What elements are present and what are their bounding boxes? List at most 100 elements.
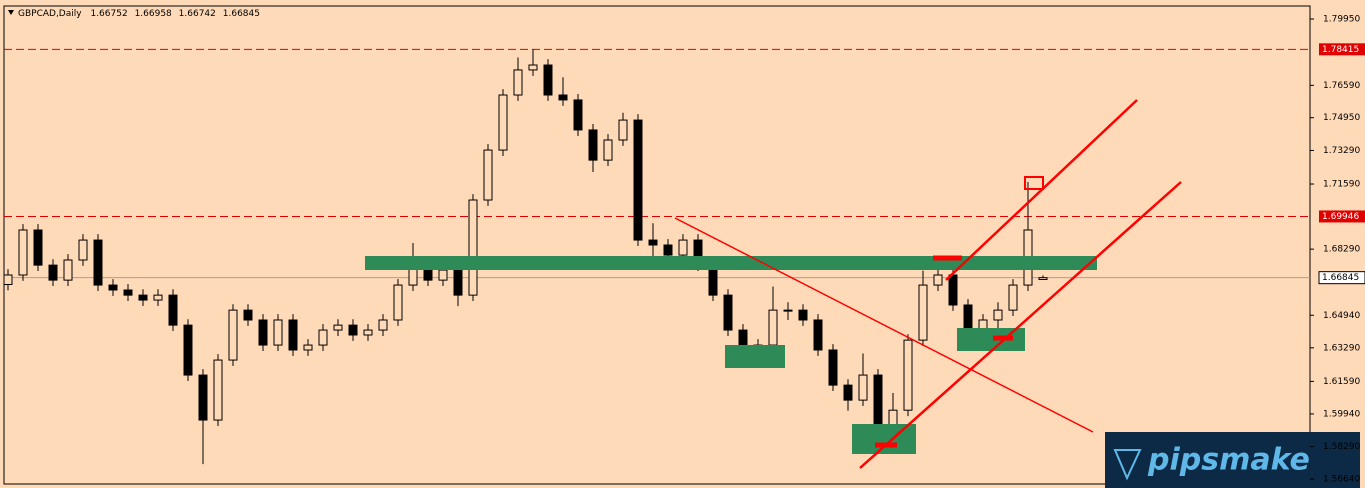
candle-body: [993, 309, 1003, 321]
candle-body: [3, 274, 13, 285]
candle-body: [33, 229, 43, 266]
candle-body: [363, 329, 373, 336]
header-arrow: [8, 10, 14, 15]
demand-zone: [725, 345, 785, 368]
candle-body: [138, 294, 148, 301]
candle-body: [348, 324, 358, 336]
annotations: [365, 99, 1182, 469]
close-value: 1.66845: [223, 9, 260, 19]
candle-body: [48, 264, 58, 281]
candle-body: [513, 69, 523, 96]
y-tick-label: 1.59940: [1323, 409, 1360, 419]
y-tick-label: 1.79950: [1323, 15, 1360, 25]
logo-icon: [1113, 449, 1142, 481]
trendline: [674, 217, 1094, 433]
candle-body: [858, 374, 868, 401]
candle-body: [588, 129, 598, 161]
marker-box: [1024, 176, 1044, 190]
candle-body: [543, 64, 553, 96]
candle-body: [108, 284, 118, 291]
candle-body: [18, 229, 28, 276]
support-zone: [365, 256, 1097, 270]
header: GBPCAD,Daily 1.66752 1.66958 1.66742 1.6…: [18, 9, 260, 19]
candle-body: [723, 294, 733, 331]
current-price-box: [1318, 271, 1365, 285]
plot-border: [3, 5, 1311, 485]
candle-body: [768, 309, 778, 346]
candle-body: [288, 319, 298, 351]
candle-body: [468, 199, 478, 296]
candle-body: [393, 284, 403, 321]
candle-body: [573, 99, 583, 131]
logo-box: [1105, 432, 1360, 488]
candle-body: [438, 269, 448, 281]
candle-body: [78, 239, 88, 261]
candle-body: [483, 149, 493, 201]
candle-body: [303, 344, 313, 351]
candle-body: [213, 359, 223, 421]
y-tick-label: 1.71590: [1323, 180, 1360, 190]
candle-body: [198, 374, 208, 421]
y-tick-label: 1.58290: [1323, 442, 1360, 452]
y-tick-label: 1.61590: [1323, 377, 1360, 387]
candle-body: [948, 274, 958, 306]
candle-body: [453, 269, 463, 296]
y-tick-label: 1.63290: [1323, 343, 1360, 353]
candle-body: [123, 289, 133, 296]
candle-body: [93, 239, 103, 286]
y-tick-label: 1.76590: [1323, 81, 1360, 91]
demand-zone: [957, 328, 1025, 351]
candle-body: [333, 324, 343, 331]
candle-body: [663, 244, 673, 256]
candle-body: [903, 339, 913, 411]
price-label: 1.78415: [1322, 45, 1359, 55]
high-value: 1.66958: [135, 9, 172, 19]
open-value: 1.66752: [90, 9, 127, 19]
price-label-box: [1319, 43, 1365, 56]
candle-body: [843, 384, 853, 401]
current-price-label: 1.66845: [1322, 273, 1359, 283]
candle-body: [1008, 284, 1018, 311]
y-tick-label: 1.74950: [1323, 113, 1360, 123]
candle-body: [258, 319, 268, 346]
candle-body: [873, 374, 883, 431]
candle-body: [648, 239, 658, 246]
candle-body: [273, 319, 283, 346]
y-tick-label: 1.73290: [1323, 146, 1360, 156]
channel-line: [859, 181, 1182, 469]
candle-body: [498, 94, 508, 151]
candle-body: [678, 239, 688, 256]
candle-body: [153, 294, 163, 301]
y-tick-label: 1.68290: [1323, 245, 1360, 255]
candle-body: [633, 119, 643, 241]
logo-text: pipsmake: [1147, 443, 1310, 478]
candle-body: [558, 94, 568, 101]
candle-body: [228, 309, 238, 361]
price-label: 1.69946: [1322, 212, 1359, 222]
candle-body: [378, 319, 388, 331]
candle-body: [828, 349, 838, 386]
candle-body: [783, 309, 793, 312]
logo: pipsmake: [1105, 432, 1360, 488]
candle-body: [813, 319, 823, 351]
candle-body: [918, 284, 928, 341]
candle-body: [798, 309, 808, 321]
y-tick-label: 1.56640: [1323, 475, 1360, 485]
candle-body: [618, 119, 628, 141]
low-value: 1.66742: [179, 9, 216, 19]
candle-body: [1038, 277, 1048, 280]
candle-body: [63, 259, 73, 281]
price-label-box: [1319, 210, 1365, 223]
candle-body: [243, 309, 253, 321]
demand-zone: [852, 424, 916, 454]
candle-body: [168, 294, 178, 326]
candle-body: [603, 139, 613, 161]
candle-body: [183, 324, 193, 376]
candle-body: [528, 64, 538, 71]
symbol: GBPCAD,Daily: [18, 9, 82, 19]
y-tick-label: 1.64940: [1323, 311, 1360, 321]
candle-body: [933, 274, 943, 286]
candle-body: [318, 329, 328, 346]
